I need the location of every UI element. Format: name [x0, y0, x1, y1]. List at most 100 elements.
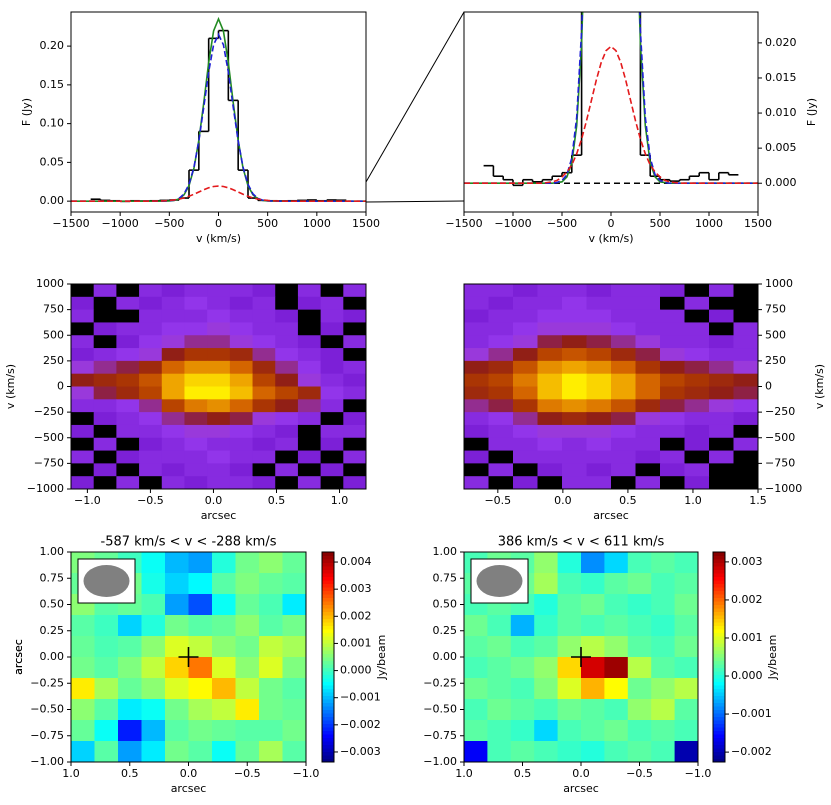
heatmap-cell — [161, 412, 185, 426]
y-tick-label: −750 — [765, 456, 795, 469]
heatmap-cell — [94, 615, 119, 637]
heatmap-cell — [488, 309, 514, 323]
heatmap-cell — [118, 678, 142, 700]
heatmap-cell — [139, 437, 163, 452]
heatmap-cell — [282, 741, 306, 762]
heatmap-cell — [116, 476, 140, 489]
colorbar-segment — [322, 674, 334, 679]
heatmap-cell — [188, 741, 213, 762]
colorbar-tick-label: −0.001 — [731, 707, 772, 720]
heatmap-cell — [161, 296, 185, 311]
heatmap-cell — [660, 386, 685, 400]
heatmap-cell — [513, 360, 538, 375]
heatmap-cell — [581, 678, 605, 700]
heatmap-cell — [188, 678, 213, 700]
heatmap-cell — [184, 309, 208, 323]
heatmap-cell — [93, 412, 117, 426]
heatmap-cell — [212, 615, 236, 637]
heatmap-cell — [93, 399, 117, 413]
heatmap-cell — [188, 699, 213, 721]
heatmap-cell — [464, 552, 488, 574]
heatmap-cell — [259, 615, 283, 637]
y-tick-label: 0.75 — [433, 571, 458, 584]
heatmap-cell — [235, 636, 260, 658]
colorbar-tick-label: 0.001 — [340, 636, 372, 649]
heatmap-cell — [139, 322, 163, 336]
colorbar-segment — [713, 657, 725, 661]
heatmap-cell — [116, 296, 140, 311]
heatmap-cell — [93, 348, 117, 362]
heatmap-cell — [71, 636, 95, 658]
plot-area — [464, 12, 758, 187]
colorbar-segment — [322, 590, 334, 595]
heatmap-cell — [562, 476, 587, 489]
heatmap-cell — [139, 284, 163, 298]
heatmap-cell — [297, 373, 322, 387]
colorbar-segment — [322, 594, 334, 598]
heatmap-cell — [161, 360, 185, 375]
colorbar-segment — [322, 629, 334, 633]
heatmap-cell — [116, 386, 140, 400]
x-tick-label: 1.0 — [331, 494, 349, 507]
heatmap-cell — [320, 360, 344, 375]
heatmap-cell — [586, 335, 612, 349]
y-tick-label: −1000 — [765, 482, 802, 495]
heatmap-cell — [709, 437, 734, 452]
y-tick-label: −1.00 — [30, 755, 64, 768]
heatmap-cell — [320, 476, 344, 489]
heatmap-cell — [464, 678, 488, 700]
heatmap-cell — [212, 552, 236, 574]
heatmap-cell — [343, 373, 366, 387]
heatmap-cell — [534, 552, 559, 574]
heatmap-cell — [660, 335, 685, 349]
heatmap-cell — [586, 463, 612, 477]
heatmap-cell — [116, 437, 140, 452]
colorbar-segment — [713, 618, 725, 623]
heatmap-cell — [487, 594, 512, 616]
heatmap-cell — [297, 476, 322, 489]
heatmap-cell — [275, 437, 299, 452]
heatmap-cell — [709, 373, 734, 387]
heatmap-cell — [161, 309, 185, 323]
heatmap-cell — [71, 399, 95, 413]
heatmap-cell — [674, 720, 698, 742]
heatmap-cell — [297, 360, 322, 375]
heatmap-cell — [116, 348, 140, 362]
heatmap-cell — [534, 741, 559, 762]
colorbar-segment — [322, 678, 334, 682]
heatmap-cell — [709, 296, 734, 311]
heatmap-cell — [488, 412, 514, 426]
heatmap-cell — [604, 699, 629, 721]
colorbar-segment — [322, 632, 334, 637]
heatmap-cell — [184, 335, 208, 349]
x-tick-label: 0.5 — [121, 767, 139, 780]
heatmap-cell — [635, 373, 661, 387]
heatmap-cell — [235, 720, 260, 742]
heatmap-cell — [184, 322, 208, 336]
heatmap-cell — [557, 741, 582, 762]
colorbar-tick-label: −0.002 — [340, 718, 381, 731]
heatmap-cell — [513, 309, 538, 323]
colorbar-segment — [322, 660, 334, 665]
heatmap-cell — [537, 412, 563, 426]
heatmap-cell — [320, 335, 344, 349]
heatmap-cell — [343, 386, 366, 400]
x-tick-label: 0.5 — [268, 494, 286, 507]
heatmap-cell — [562, 284, 587, 298]
heatmap-cell — [581, 741, 605, 762]
heatmap-cell — [320, 412, 344, 426]
heatmap-cell — [207, 322, 231, 336]
heatmap-cell — [252, 399, 276, 413]
heatmap-cell — [184, 296, 208, 311]
heatmap-cell — [207, 399, 231, 413]
heatmap-cell — [488, 450, 514, 464]
heatmap-cell — [71, 657, 95, 679]
heatmap-cell — [464, 373, 489, 387]
heatmap-cell — [487, 636, 512, 658]
heatmap-cell — [537, 284, 563, 298]
colorbar-segment — [713, 727, 725, 731]
heatmap-cell — [660, 296, 685, 311]
heatmap-cell — [733, 296, 758, 311]
heatmap-cell — [709, 309, 734, 323]
y-tick-label: 0.00 — [40, 650, 65, 663]
